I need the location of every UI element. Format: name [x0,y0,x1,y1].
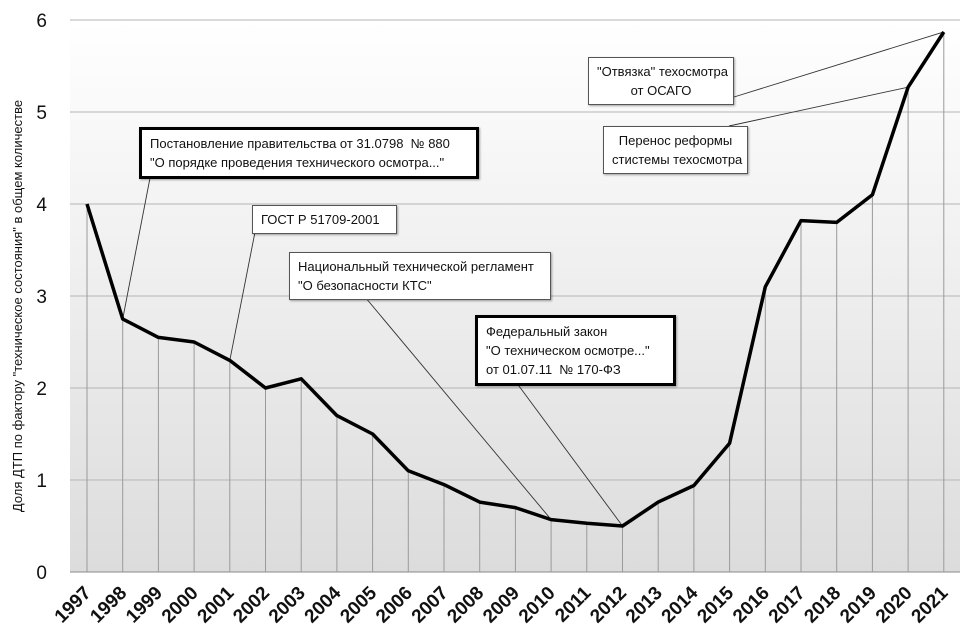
x-tick-label: 2004 [301,582,346,627]
x-tick-label: 2000 [158,583,203,628]
x-tick-label: 2015 [693,582,738,627]
x-tick-label: 2011 [551,582,595,626]
x-tick-label: 2002 [229,583,274,628]
y-tick-label: 2 [36,379,47,400]
y-tick-label: 6 [36,11,47,32]
annotation-line: от 01.07.11 № 170-ФЗ [486,362,621,377]
x-tick-label: 2008 [443,583,488,628]
annotation-line: Федеральный закон [486,324,608,339]
x-tick-label: 2021 [908,582,953,627]
drop-lines [86,31,945,572]
y-tick-label: 0 [36,563,47,584]
annotation-line: "О порядке проведения технического осмот… [150,155,445,170]
annotation-box: Национальный технической регламент "О без… [289,252,551,300]
y-tick-label: 4 [36,195,47,216]
x-tick-label: 2018 [800,583,845,628]
annotation-leaders [122,31,944,527]
x-tick-label: 2012 [586,583,631,628]
series-line [85,31,946,528]
annotation-leader [364,296,552,520]
x-tick-label: 1999 [122,583,167,628]
annotation-box: Постановление правительства от 31.0798 №… [139,127,479,179]
x-tick-label: 1998 [86,583,131,628]
x-tick-label: 2010 [515,583,560,628]
annotation-leader [728,86,909,127]
x-tick-label: 2017 [765,583,810,628]
annotation-line: Постановление правительства от 31.0798 №… [150,136,450,151]
y-tick-label: 1 [36,471,47,492]
annotation-leader [229,226,257,361]
y-tick-label: 5 [36,103,47,124]
annotation-box: ГОСТ Р 51709-2001 [252,205,397,234]
x-tick-label: 2020 [872,583,917,628]
x-tick-label: 2014 [658,582,703,627]
y-axis-label: Доля ДТП по фактору "техническое состоян… [10,100,25,512]
annotation-line: ГОСТ Р 51709-2001 [261,212,380,227]
annotation-line: Перенос реформы [618,133,733,148]
annotation-box: "Отвязка" техосмотра от ОСАГО [588,57,734,105]
annotation-line: стистемы техосмотра [612,152,743,167]
annotation-leader [733,31,944,98]
gridlines [70,19,960,573]
annotation-box: Федеральный закон "О техническом осмотре.… [475,315,676,386]
x-tick-label: 2019 [836,583,881,628]
annotation-line: от ОСАГО [630,83,692,98]
x-tick-label: 2007 [408,583,453,628]
annotation-line: "Отвязка" техосмотра [597,64,729,79]
x-tick-label: 2003 [265,583,310,628]
y-tick-label: 3 [36,287,47,308]
annotation-leader [515,381,623,527]
annotation-line: "О безопасности КТС" [298,278,432,293]
annotation-line: Национальный технической регламент [298,259,534,274]
x-tick-label: 2005 [336,582,381,627]
x-tick-label: 2001 [194,582,239,627]
x-axis-ticks: 1997199819992000200120022003200420052006… [51,582,953,627]
annotation-leader [122,177,151,320]
x-tick-label: 2016 [729,583,774,628]
annotation-box: Перенос реформы стистемы техосмотра [603,126,748,174]
y-axis-ticks: 0 1 2 3 4 5 6 [36,11,47,584]
x-tick-label: 2006 [372,583,417,628]
x-tick-label: 2013 [622,583,667,628]
annotation-line: "О техническом осмотре..." [486,343,650,358]
x-tick-label: 1997 [51,583,96,628]
x-tick-label: 2009 [479,583,524,628]
